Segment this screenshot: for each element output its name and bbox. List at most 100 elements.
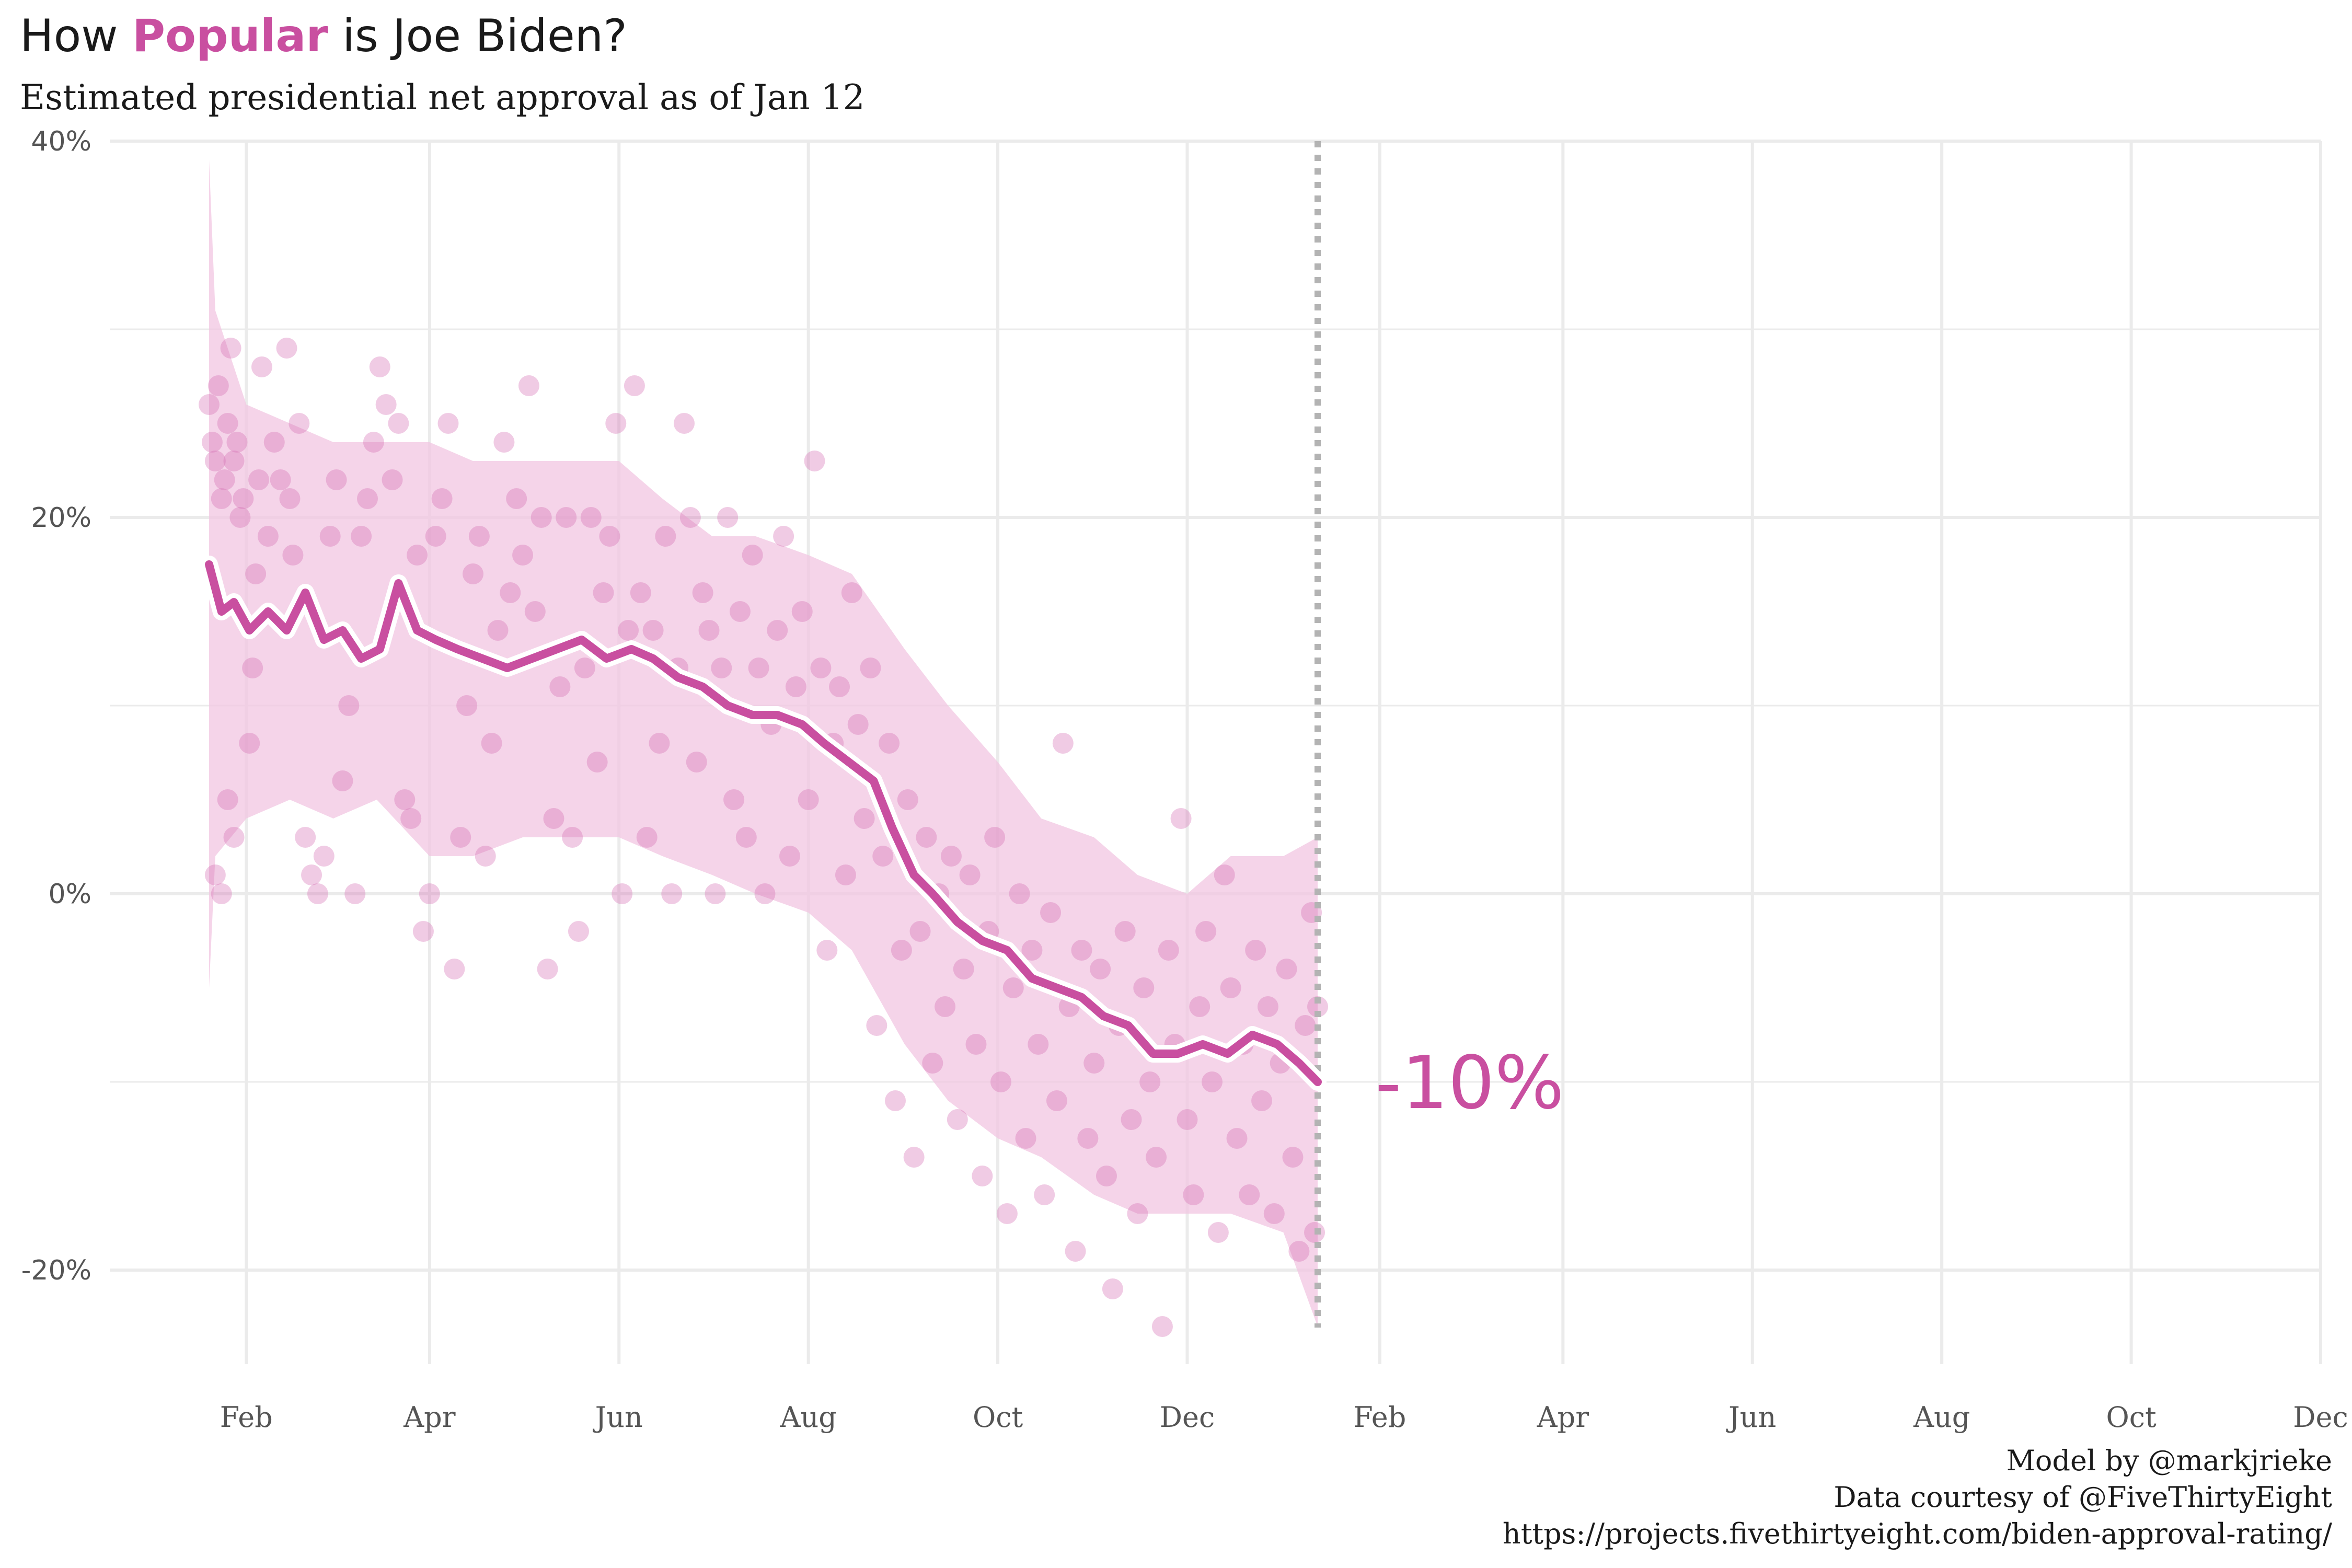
poll-point — [307, 883, 328, 904]
poll-point — [204, 864, 226, 885]
poll-point — [537, 959, 558, 979]
poll-point — [810, 658, 832, 678]
poll-point — [1214, 864, 1235, 885]
poll-point — [1114, 921, 1136, 942]
poll-point — [400, 808, 422, 829]
y-tick-label: -20% — [21, 1255, 91, 1286]
poll-point — [841, 582, 862, 603]
poll-point — [1133, 977, 1155, 998]
poll-point — [229, 507, 251, 528]
poll-point — [217, 413, 238, 434]
poll-point — [605, 413, 627, 434]
poll-point — [636, 827, 658, 848]
poll-point — [319, 526, 341, 547]
poll-point — [1170, 808, 1192, 829]
poll-point — [1295, 1015, 1316, 1036]
poll-point — [295, 827, 316, 848]
title-prefix: How — [20, 10, 132, 62]
x-tick-label: Dec — [1160, 1401, 1215, 1434]
poll-point — [903, 1147, 925, 1168]
poll-point — [618, 620, 639, 641]
poll-point — [649, 733, 670, 754]
poll-point — [735, 827, 757, 848]
poll-point — [1245, 940, 1266, 961]
poll-point — [211, 488, 232, 509]
poll-point — [412, 921, 434, 942]
poll-point — [1226, 1128, 1248, 1149]
poll-point — [1189, 996, 1210, 1017]
poll-point — [276, 338, 297, 359]
poll-point — [624, 375, 645, 396]
poll-point — [204, 451, 226, 471]
poll-point — [388, 413, 409, 434]
poll-point — [791, 601, 813, 622]
poll-point — [556, 507, 577, 528]
poll-point — [1151, 1316, 1173, 1337]
poll-point — [220, 338, 241, 359]
poll-point — [586, 752, 608, 773]
poll-point — [953, 959, 974, 979]
poll-point — [847, 714, 869, 735]
poll-point — [332, 770, 353, 791]
poll-point — [835, 864, 856, 885]
poll-point — [872, 846, 894, 867]
poll-point — [531, 507, 552, 528]
poll-point — [686, 752, 707, 773]
x-tick-label: Oct — [973, 1401, 1023, 1434]
poll-point — [344, 883, 366, 904]
poll-point — [1102, 1278, 1123, 1299]
poll-point — [481, 733, 502, 754]
poll-point — [642, 620, 664, 641]
poll-point — [1139, 1071, 1161, 1092]
poll-point — [742, 545, 763, 566]
poll-point — [248, 469, 270, 490]
poll-point — [245, 563, 267, 584]
poll-point — [1009, 883, 1030, 904]
poll-point — [1146, 1147, 1167, 1168]
poll-point — [748, 658, 769, 678]
poll-point — [804, 451, 825, 471]
poll-point — [375, 394, 397, 415]
poll-point — [1083, 1053, 1105, 1074]
poll-point — [1065, 1241, 1086, 1262]
poll-point — [425, 526, 446, 547]
poll-point — [549, 676, 571, 697]
x-tick-label: Dec — [2293, 1401, 2348, 1434]
poll-point — [394, 789, 416, 810]
poll-point — [263, 432, 285, 453]
poll-point — [1307, 996, 1328, 1017]
poll-point — [1090, 959, 1111, 979]
poll-point — [1288, 1241, 1310, 1262]
poll-point — [1195, 921, 1217, 942]
poll-point — [779, 846, 800, 867]
poll-point — [909, 921, 931, 942]
poll-point — [891, 940, 912, 961]
poll-point — [829, 676, 850, 697]
caption-source-url: https://projects.fivethirtyeight.com/bid… — [1502, 1517, 2332, 1551]
poll-point — [754, 883, 776, 904]
poll-point — [568, 921, 589, 942]
poll-point — [437, 413, 459, 434]
poll-point — [959, 864, 981, 885]
poll-point — [1034, 1184, 1055, 1205]
poll-point — [1220, 977, 1241, 998]
poll-point — [1121, 1109, 1142, 1130]
poll-point — [698, 620, 720, 641]
poll-point — [1202, 1071, 1223, 1092]
poll-point — [1263, 1203, 1285, 1224]
poll-point — [1282, 1147, 1304, 1168]
poll-point — [512, 545, 534, 566]
poll-point — [723, 789, 745, 810]
poll-point — [593, 582, 614, 603]
poll-point — [1071, 940, 1092, 961]
poll-point — [233, 488, 254, 509]
poll-point — [518, 375, 539, 396]
poll-point — [1021, 940, 1043, 961]
poll-point — [717, 507, 739, 528]
poll-point — [866, 1015, 887, 1036]
poll-point — [1207, 1222, 1229, 1243]
x-tick-label: Oct — [2106, 1401, 2157, 1434]
x-tick-label: Jun — [593, 1401, 643, 1434]
x-tick-label: Jun — [1726, 1401, 1776, 1434]
